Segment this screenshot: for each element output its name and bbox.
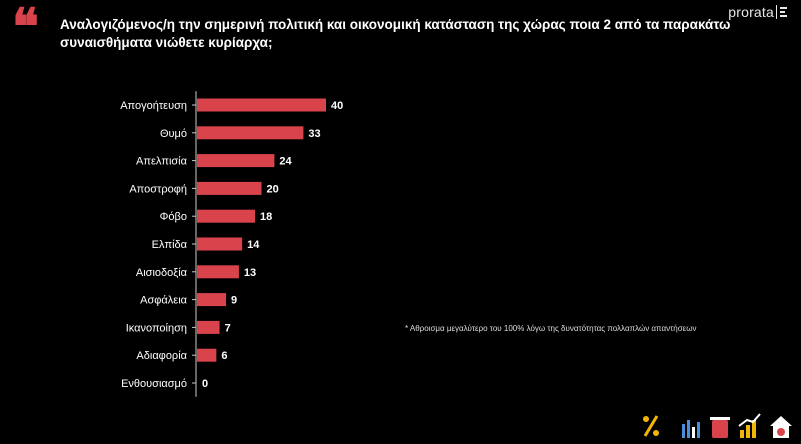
value-label: 0 <box>202 378 208 390</box>
category-label: Θυμό <box>160 128 187 140</box>
category-label: Φόβο <box>160 211 187 223</box>
value-label: 18 <box>260 211 272 223</box>
category-label: Αδιαφορία <box>136 350 187 362</box>
logo-divider <box>776 5 777 19</box>
prorata-logo: prorata <box>728 2 787 22</box>
bar <box>197 98 326 112</box>
category-label: Αισιοδοξία <box>136 267 188 279</box>
category-label: Ενθουσιασμό <box>121 378 187 390</box>
value-label: 20 <box>267 183 279 195</box>
bar <box>197 265 239 279</box>
bar <box>197 209 256 223</box>
quote-mark-icon: ❝ <box>12 0 39 56</box>
logo-text: prorata <box>728 4 774 20</box>
bar <box>197 293 227 307</box>
footnote: * Αθροισμα μεγαλύτερο του 100% λόγω της … <box>405 324 697 333</box>
logo-lines-icon <box>780 7 787 17</box>
value-label: 14 <box>247 239 260 251</box>
bar <box>197 181 262 195</box>
category-label: Ικανοποίηση <box>126 322 187 334</box>
category-label: Αποστροφή <box>129 183 187 195</box>
category-label: Απογοήτευση <box>120 100 187 112</box>
category-label: Απελπισία <box>136 156 188 168</box>
value-label: 24 <box>279 156 292 168</box>
bar <box>197 237 243 251</box>
value-label: 9 <box>231 295 237 307</box>
footer-icons <box>643 413 792 438</box>
value-label: 40 <box>331 100 343 112</box>
value-label: 6 <box>221 350 227 362</box>
category-label: Ελπίδα <box>152 239 188 251</box>
value-label: 33 <box>308 128 320 140</box>
percent-icon <box>643 415 659 437</box>
growth-chart-icon <box>738 413 761 438</box>
bar <box>197 320 220 334</box>
bin-icon <box>710 417 730 438</box>
bar <box>197 154 275 168</box>
home-icon <box>770 416 792 438</box>
bar-chart-icon <box>682 420 700 438</box>
category-label: Ασφάλεια <box>140 295 187 307</box>
bar <box>197 348 217 362</box>
chart-title: Αναλογιζόμενος/η την σημερινή πολιτική κ… <box>60 17 731 50</box>
value-label: 7 <box>225 322 231 334</box>
value-label: 13 <box>244 267 256 279</box>
bar <box>197 126 304 140</box>
